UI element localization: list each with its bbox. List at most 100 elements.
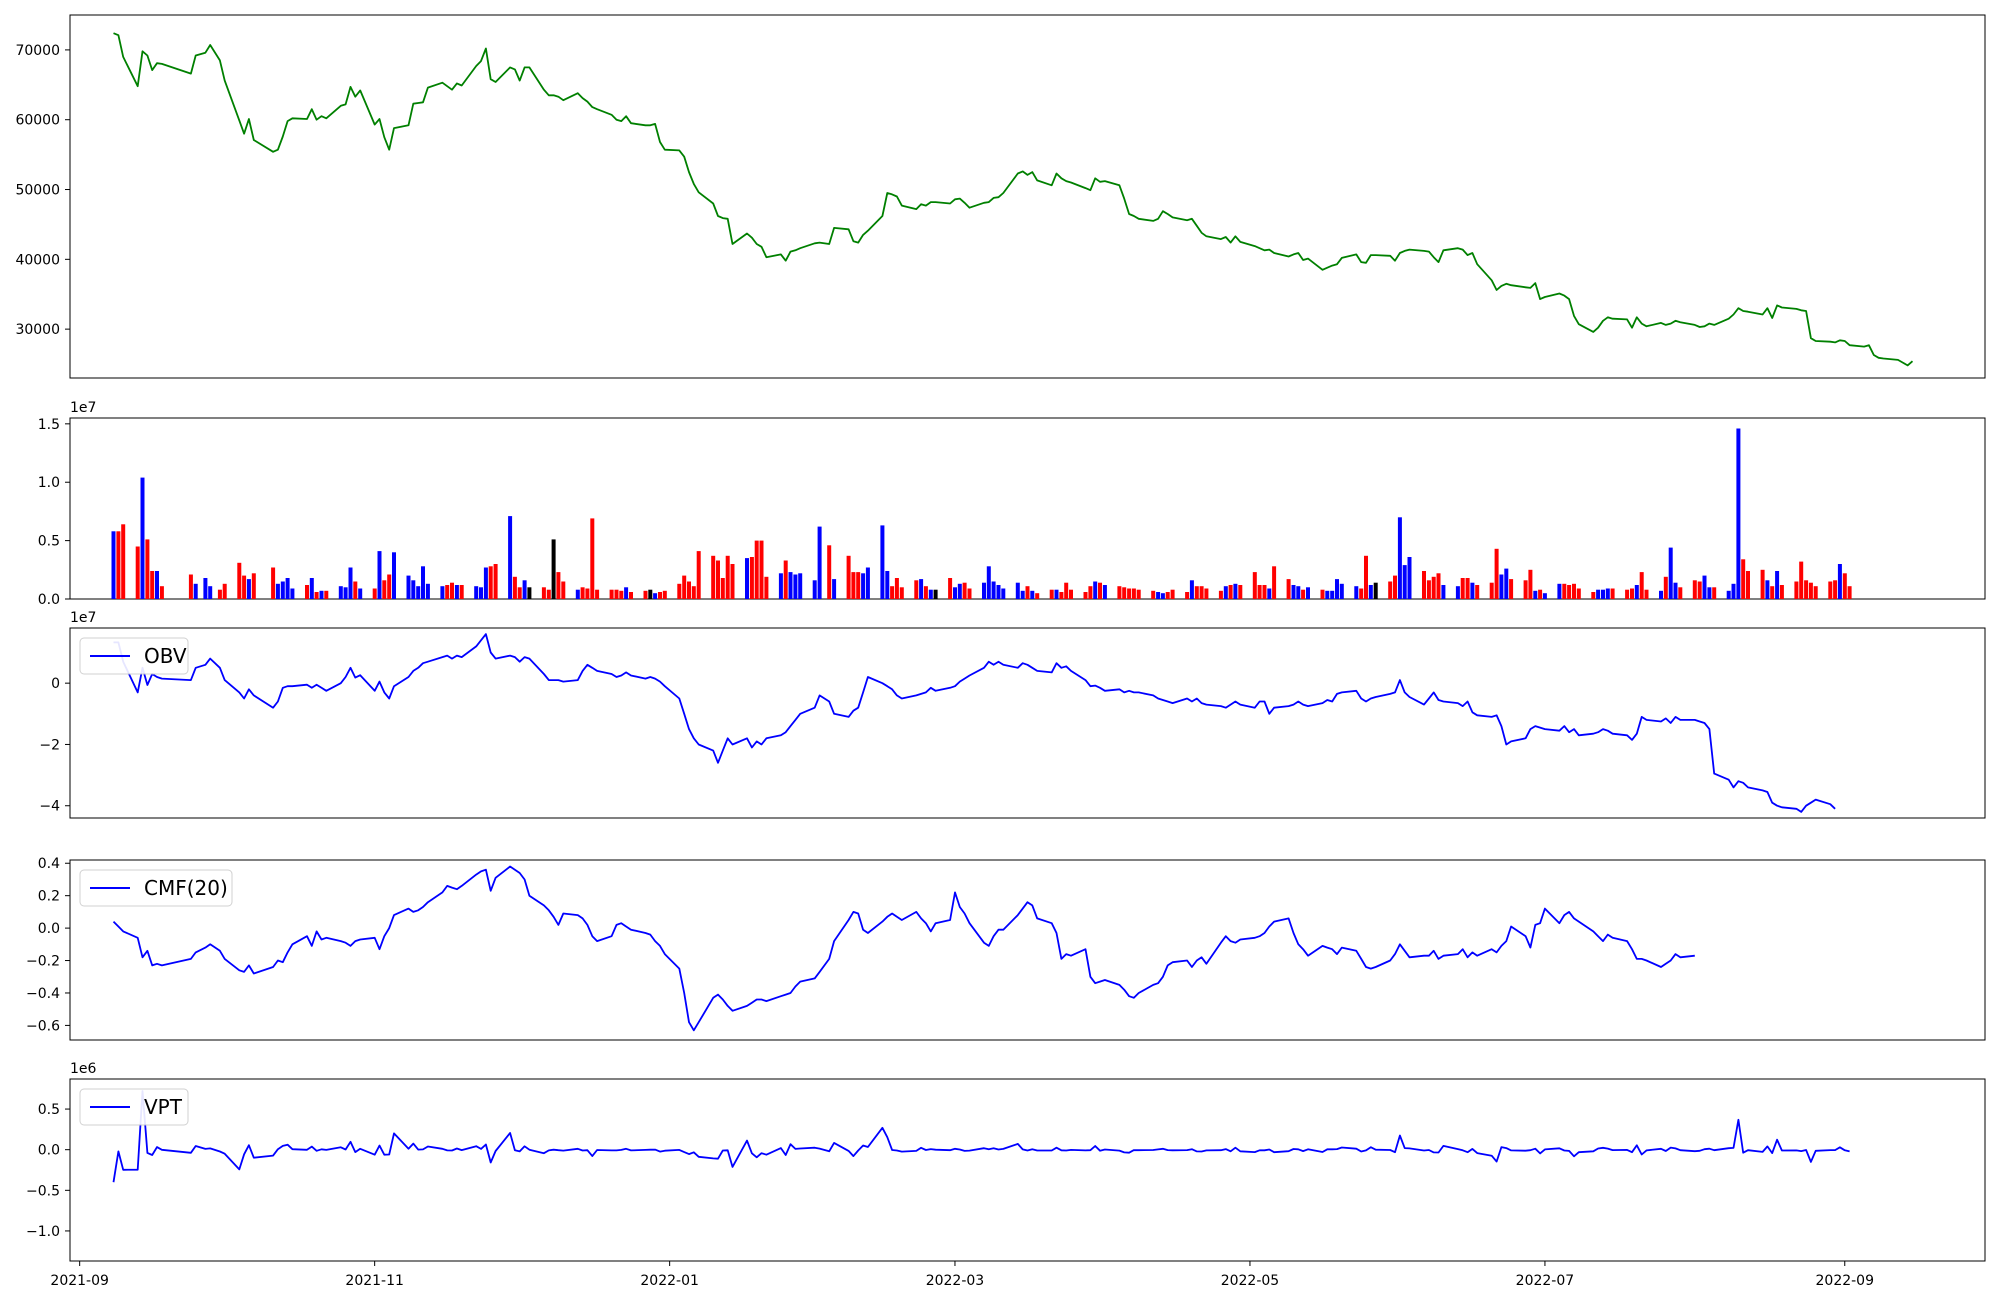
volume-bar xyxy=(561,581,566,599)
volume-bar xyxy=(890,586,895,599)
volume-bar xyxy=(493,564,498,599)
volume-bar xyxy=(1523,580,1528,599)
volume-bar xyxy=(1794,581,1799,599)
volume-bar xyxy=(1393,575,1397,599)
volume-bar xyxy=(619,590,624,599)
volume-bar xyxy=(1083,592,1088,599)
vpt-legend: VPT xyxy=(79,1088,189,1126)
xtick-label: 2022-03 xyxy=(926,1273,985,1289)
volume-bar xyxy=(1692,580,1697,599)
volume-bar xyxy=(1088,586,1093,599)
volume-bar xyxy=(1746,571,1750,599)
volume-bar xyxy=(1557,583,1562,599)
volume-bar xyxy=(159,586,164,599)
vpt-legend-label: VPT xyxy=(144,1095,183,1119)
volume-bar xyxy=(1509,579,1514,599)
volume-bar xyxy=(662,590,667,599)
volume-bar xyxy=(1339,583,1344,599)
volume-bar xyxy=(338,586,343,599)
volume-bar xyxy=(1538,589,1543,599)
obv-axes-frame xyxy=(69,627,1986,819)
volume-bar xyxy=(411,580,416,599)
volume-bar xyxy=(203,578,208,599)
volume-bar xyxy=(1659,590,1663,599)
volume-bar xyxy=(1296,586,1301,599)
volume-bar xyxy=(319,590,324,599)
vpt-ytick-label: −1.0 xyxy=(26,1224,60,1240)
volume-bar xyxy=(1291,585,1296,599)
volume-bar xyxy=(348,567,353,599)
volume-bar xyxy=(1712,587,1717,599)
volume-bar xyxy=(1228,585,1233,599)
volume-bar xyxy=(290,588,295,599)
volume-bar xyxy=(1030,590,1035,599)
vpt-offset-label: 1e6 xyxy=(70,1061,97,1077)
volume-bar xyxy=(1460,578,1465,599)
obv-ytick-label: 0 xyxy=(51,676,60,692)
volume-bar xyxy=(1833,580,1838,599)
volume-bar xyxy=(440,586,445,599)
volume-bar xyxy=(527,587,532,599)
volume-bar xyxy=(1015,582,1020,599)
volume-bar xyxy=(996,585,1001,599)
price-series-line xyxy=(113,32,1914,367)
volume-bar xyxy=(1156,592,1161,599)
volume-bar xyxy=(730,564,735,599)
volume-bar xyxy=(788,572,793,599)
vpt-ytick-label: 0.5 xyxy=(38,1102,60,1118)
volume-bar xyxy=(1455,586,1460,599)
volume-bar xyxy=(1630,588,1634,599)
volume-bar xyxy=(798,573,803,599)
volume-bar xyxy=(1286,579,1291,599)
volume-bar xyxy=(691,586,696,599)
volume-bar xyxy=(624,587,629,599)
volume-bar xyxy=(512,576,517,599)
price-axes-frame xyxy=(69,14,1986,379)
volume-bar xyxy=(1475,585,1480,599)
price-ytick-label: 60000 xyxy=(15,113,60,129)
volume-bar xyxy=(1779,585,1784,599)
volume-bar xyxy=(923,586,928,599)
volume-bar xyxy=(1397,517,1402,599)
xtick-label: 2022-07 xyxy=(1516,1273,1575,1289)
volume-bar xyxy=(1170,589,1175,599)
volume-bar xyxy=(1668,547,1673,599)
volume-bar xyxy=(1306,587,1310,599)
volume-bar xyxy=(894,578,899,599)
volume-bar xyxy=(846,555,851,599)
volume-bar xyxy=(1465,578,1470,599)
volume-bar xyxy=(406,575,411,599)
volume-bar xyxy=(1354,586,1359,599)
volume-bar xyxy=(1025,586,1030,599)
volume-bar xyxy=(1218,590,1223,599)
volume-bar xyxy=(1436,573,1441,599)
volume-bar xyxy=(314,592,319,599)
volume-bar xyxy=(1368,585,1373,599)
volume-bar xyxy=(246,579,251,599)
volume-bar xyxy=(1373,582,1378,599)
volume-bar xyxy=(1185,592,1190,599)
volume-bar xyxy=(629,592,633,599)
vpt-legend-box xyxy=(79,1088,189,1126)
volume-bar xyxy=(353,581,358,599)
volume-ytick-label: 1.0 xyxy=(38,475,60,491)
volume-bar xyxy=(1330,590,1335,599)
volume-bar xyxy=(1837,564,1842,599)
volume-bar xyxy=(716,560,720,599)
cmf-ytick-label: −0.4 xyxy=(26,986,60,1002)
volume-bar xyxy=(193,583,198,599)
volume-bar xyxy=(275,583,280,599)
vpt-series-line xyxy=(112,1090,1850,1183)
volume-bar xyxy=(1320,589,1325,599)
volume-bar xyxy=(885,571,890,599)
volume-bar xyxy=(140,477,145,599)
volume-bar xyxy=(1673,582,1678,599)
volume-bar xyxy=(1702,575,1707,599)
volume-bar xyxy=(1272,566,1277,599)
volume-bar xyxy=(1489,582,1494,599)
volume-bar xyxy=(778,573,783,599)
volume-bar xyxy=(1204,588,1209,599)
volume-bar xyxy=(1605,588,1610,599)
volume-bar xyxy=(121,524,126,599)
